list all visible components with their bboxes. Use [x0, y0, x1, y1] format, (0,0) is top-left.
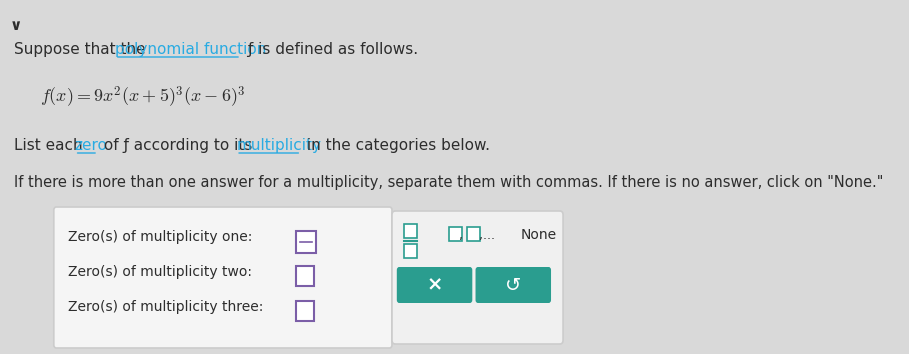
Text: of ƒ according to its: of ƒ according to its [99, 138, 257, 153]
Text: ×: × [426, 275, 443, 295]
Text: Zero(s) of multiplicity one:: Zero(s) of multiplicity one: [68, 230, 253, 244]
FancyBboxPatch shape [296, 231, 315, 253]
Text: polynomial function: polynomial function [115, 42, 266, 57]
FancyBboxPatch shape [392, 211, 563, 344]
Text: Suppose that the: Suppose that the [15, 42, 151, 57]
Text: List each: List each [15, 138, 88, 153]
FancyBboxPatch shape [404, 244, 417, 258]
Text: Zero(s) of multiplicity two:: Zero(s) of multiplicity two: [68, 265, 253, 279]
Text: in the categories below.: in the categories below. [302, 138, 490, 153]
Text: ↺: ↺ [505, 275, 522, 295]
Text: ∨: ∨ [10, 18, 22, 33]
Text: ,...: ,... [479, 228, 494, 241]
Text: Zero(s) of multiplicity three:: Zero(s) of multiplicity three: [68, 300, 264, 314]
Text: $f(x) = 9x^2(x+5)^3(x-6)^3$: $f(x) = 9x^2(x+5)^3(x-6)^3$ [40, 85, 246, 110]
FancyBboxPatch shape [296, 301, 315, 321]
Text: multiplicity: multiplicity [236, 138, 321, 153]
FancyBboxPatch shape [475, 267, 551, 303]
FancyBboxPatch shape [300, 234, 311, 248]
FancyBboxPatch shape [404, 224, 417, 238]
FancyBboxPatch shape [54, 207, 392, 348]
FancyBboxPatch shape [449, 227, 462, 241]
FancyBboxPatch shape [466, 227, 480, 241]
Text: ,: , [459, 228, 463, 241]
Text: If there is more than one answer for a multiplicity, separate them with commas. : If there is more than one answer for a m… [15, 175, 884, 190]
Text: None: None [521, 228, 556, 242]
Text: ƒ is defined as follows.: ƒ is defined as follows. [244, 42, 418, 57]
FancyBboxPatch shape [296, 266, 315, 286]
Text: zero: zero [75, 138, 107, 153]
FancyBboxPatch shape [397, 267, 473, 303]
